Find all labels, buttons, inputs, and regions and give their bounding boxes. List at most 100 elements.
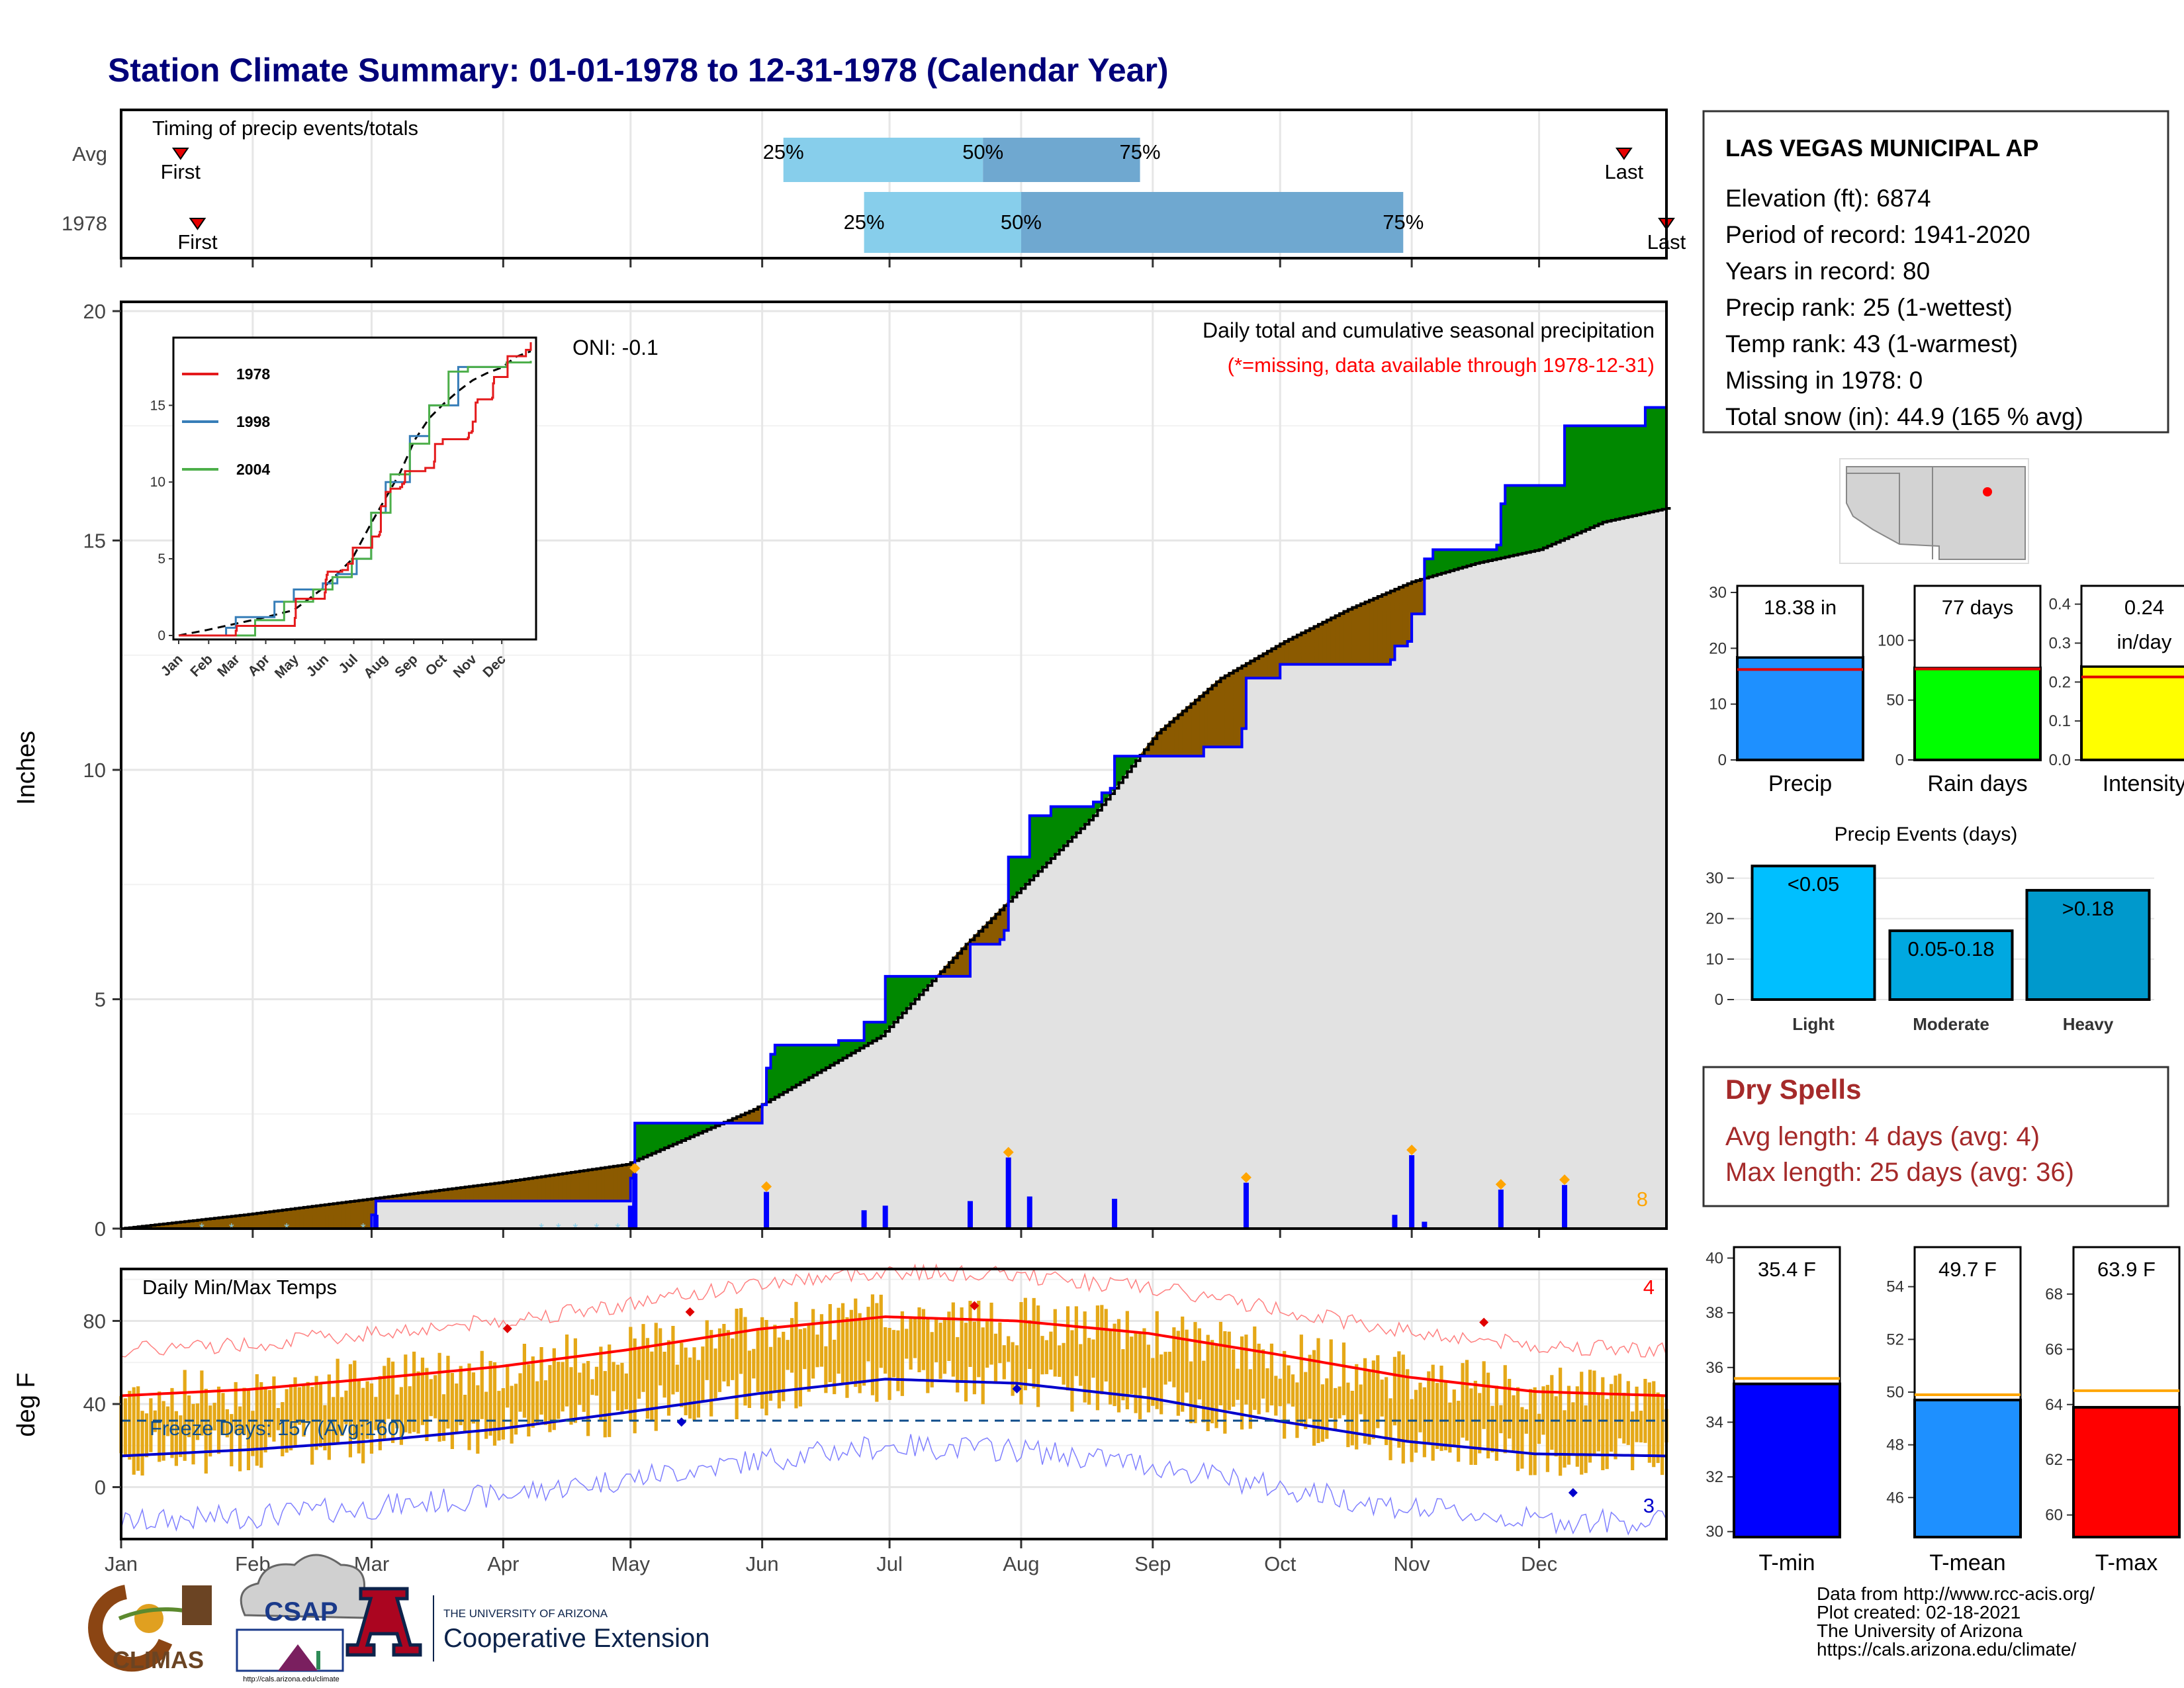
csap-text: CSAP: [264, 1597, 338, 1626]
dry-spells-avg: Avg length: 4 days (avg: 4): [1725, 1122, 2040, 1151]
summary-value-label: 18.38 in: [1764, 596, 1837, 619]
summary-y-tick-label: 0.0: [2049, 751, 2071, 769]
climas-text: CLIMAS: [113, 1646, 204, 1673]
summary-y-tick-label: 0.1: [2049, 712, 2071, 730]
temp-summary-y-tick-label: 54: [1886, 1278, 1904, 1296]
inset-legend-label: 2004: [236, 461, 270, 478]
timing-q25-label: 25%: [763, 140, 804, 164]
summary-bar-label: Intensity: [2103, 771, 2184, 796]
temp-summary-value-label: 49.7 F: [1938, 1258, 1997, 1281]
summary-bar-label: Precip: [1768, 771, 1832, 796]
y-tick-label: 0: [95, 1476, 106, 1499]
avg-area: [121, 508, 1666, 1229]
summary-y-tick-label: 10: [1709, 696, 1727, 714]
daily-precip-bar: [632, 1173, 638, 1229]
station-line: Elevation (ft): 6874: [1725, 185, 1931, 212]
record-high-marker: [685, 1307, 695, 1317]
temp-summary-y-tick-label: 50: [1886, 1383, 1904, 1401]
timing-q50-label: 50%: [962, 140, 1003, 164]
temp-summary-y-tick-label: 30: [1706, 1523, 1723, 1541]
y-tick-label: 5: [95, 988, 106, 1011]
events-title: Precip Events (days): [1835, 823, 2018, 845]
summary-y-tick-label: 20: [1709, 639, 1727, 657]
daily-precip-bar: [1409, 1155, 1415, 1229]
timing-first-label: First: [177, 230, 218, 254]
timing-bar-50-75: [983, 138, 1140, 182]
timing-q25-label: 25%: [844, 211, 885, 234]
dry-spells-title: Dry Spells: [1725, 1074, 1861, 1105]
summary-value-label: 77 days: [1942, 596, 2014, 619]
daily-precip-bar: [1112, 1198, 1118, 1229]
events-bar-label: >0.18: [2062, 897, 2114, 920]
temp-summary-y-tick-label: 34: [1706, 1413, 1723, 1431]
ua-logo: THE UNIVERSITY OF ARIZONA Cooperative Ex…: [345, 1587, 709, 1662]
events-y-tick-label: 10: [1706, 951, 1723, 968]
daily-precip-bar: [882, 1205, 888, 1229]
month-label: Nov: [1394, 1552, 1431, 1575]
month-label: Apr: [487, 1552, 519, 1575]
events-category-label: Moderate: [1913, 1014, 1989, 1034]
precip-ylabel: Inches: [13, 731, 40, 805]
footer-line: The University of Arizona: [1817, 1620, 2023, 1641]
daily-precip-marker: [1559, 1174, 1570, 1186]
temp-ylabel: deg F: [13, 1372, 40, 1436]
missing-note: (*=missing, data available through 1978-…: [1228, 353, 1655, 377]
month-label: Oct: [1264, 1552, 1297, 1575]
events-bar-label: 0.05-0.18: [1908, 937, 1995, 961]
timing-last-marker: [1615, 148, 1633, 160]
y-tick-label: 10: [83, 759, 106, 782]
station-line: Temp rank: 43 (1-warmest): [1725, 330, 2018, 357]
oni-label: ONI: -0.1: [572, 336, 659, 359]
record-high-marker: [1479, 1317, 1489, 1327]
temp-summary-y-tick-label: 40: [1706, 1250, 1723, 1268]
summary-y-tick-label: 0.2: [2049, 673, 2071, 691]
month-label: Sep: [1134, 1552, 1171, 1575]
temp-summary-y-tick-label: 66: [2045, 1340, 2063, 1358]
station-line: Total snow (in): 44.9 (165 % avg): [1725, 403, 2083, 430]
timing-label: Timing of precip events/totals: [152, 117, 418, 140]
timing-first-marker: [171, 148, 189, 160]
timing-first-marker: [189, 218, 206, 230]
temperature-bar-charts: 30 32 34 36 38 40 35.4 F T-min 46 48 50 52 54 49.7 F T…: [1706, 1246, 2181, 1575]
footer-line: Plot created: 02-18-2021: [1817, 1602, 2021, 1622]
locator-map: [1839, 458, 2029, 564]
station-name: LAS VEGAS MUNICIPAL AP: [1725, 134, 2038, 162]
daily-precip-bar: [1562, 1185, 1568, 1229]
events-bar: [2025, 888, 2151, 1002]
record-high-count: 4: [1643, 1276, 1655, 1299]
summary-y-tick-label: 50: [1886, 692, 1904, 710]
temp-summary-y-tick-label: 64: [2045, 1396, 2063, 1414]
daily-precip-bar: [1422, 1221, 1428, 1229]
events-y-tick-label: 0: [1715, 991, 1723, 1009]
daily-precip-bar: [861, 1210, 867, 1229]
temp-summary-y-tick-label: 32: [1706, 1468, 1723, 1486]
temp-summary-value-label: 35.4 F: [1758, 1258, 1816, 1281]
footer: CLIMAS CSAP http://cals.arizona.edu/clim…: [88, 1554, 2095, 1683]
summary-bar-frame: [2080, 585, 2184, 668]
timing-q75-label: 75%: [1383, 211, 1424, 234]
daily-precip-bar: [373, 1215, 379, 1229]
csap-logo: CSAP http://cals.arizona.edu/climate: [236, 1554, 373, 1683]
summary-y-tick-label: 0.4: [2049, 596, 2071, 614]
temp-summary-y-tick-label: 60: [2045, 1507, 2063, 1524]
summary-bar: [1736, 655, 1864, 762]
timing-bar-50-75: [1021, 192, 1404, 253]
climas-logo: CLIMAS: [88, 1585, 212, 1673]
record-high-marker: [502, 1324, 512, 1334]
daily-precip-bar: [1498, 1190, 1504, 1229]
temp-summary-y-tick-label: 38: [1706, 1304, 1723, 1322]
temp-summary-y-tick-label: 62: [2045, 1451, 2063, 1469]
precip-subtitle: Daily total and cumulative seasonal prec…: [1203, 318, 1655, 342]
temp-summary-bar-label: T-mean: [1929, 1550, 2005, 1575]
y-tick-label: 15: [83, 530, 106, 553]
record-low-marker: [1568, 1487, 1578, 1497]
summary-y-tick-label: 0.3: [2049, 634, 2071, 652]
temp-summary-bar-label: T-min: [1759, 1550, 1815, 1575]
events-bar-label: <0.05: [1788, 872, 1839, 896]
station-info: LAS VEGAS MUNICIPAL AP Elevation (ft): 6…: [1702, 110, 2169, 434]
summary-bar-frame: [1736, 585, 1864, 659]
daily-precip-marker: [1406, 1145, 1418, 1156]
